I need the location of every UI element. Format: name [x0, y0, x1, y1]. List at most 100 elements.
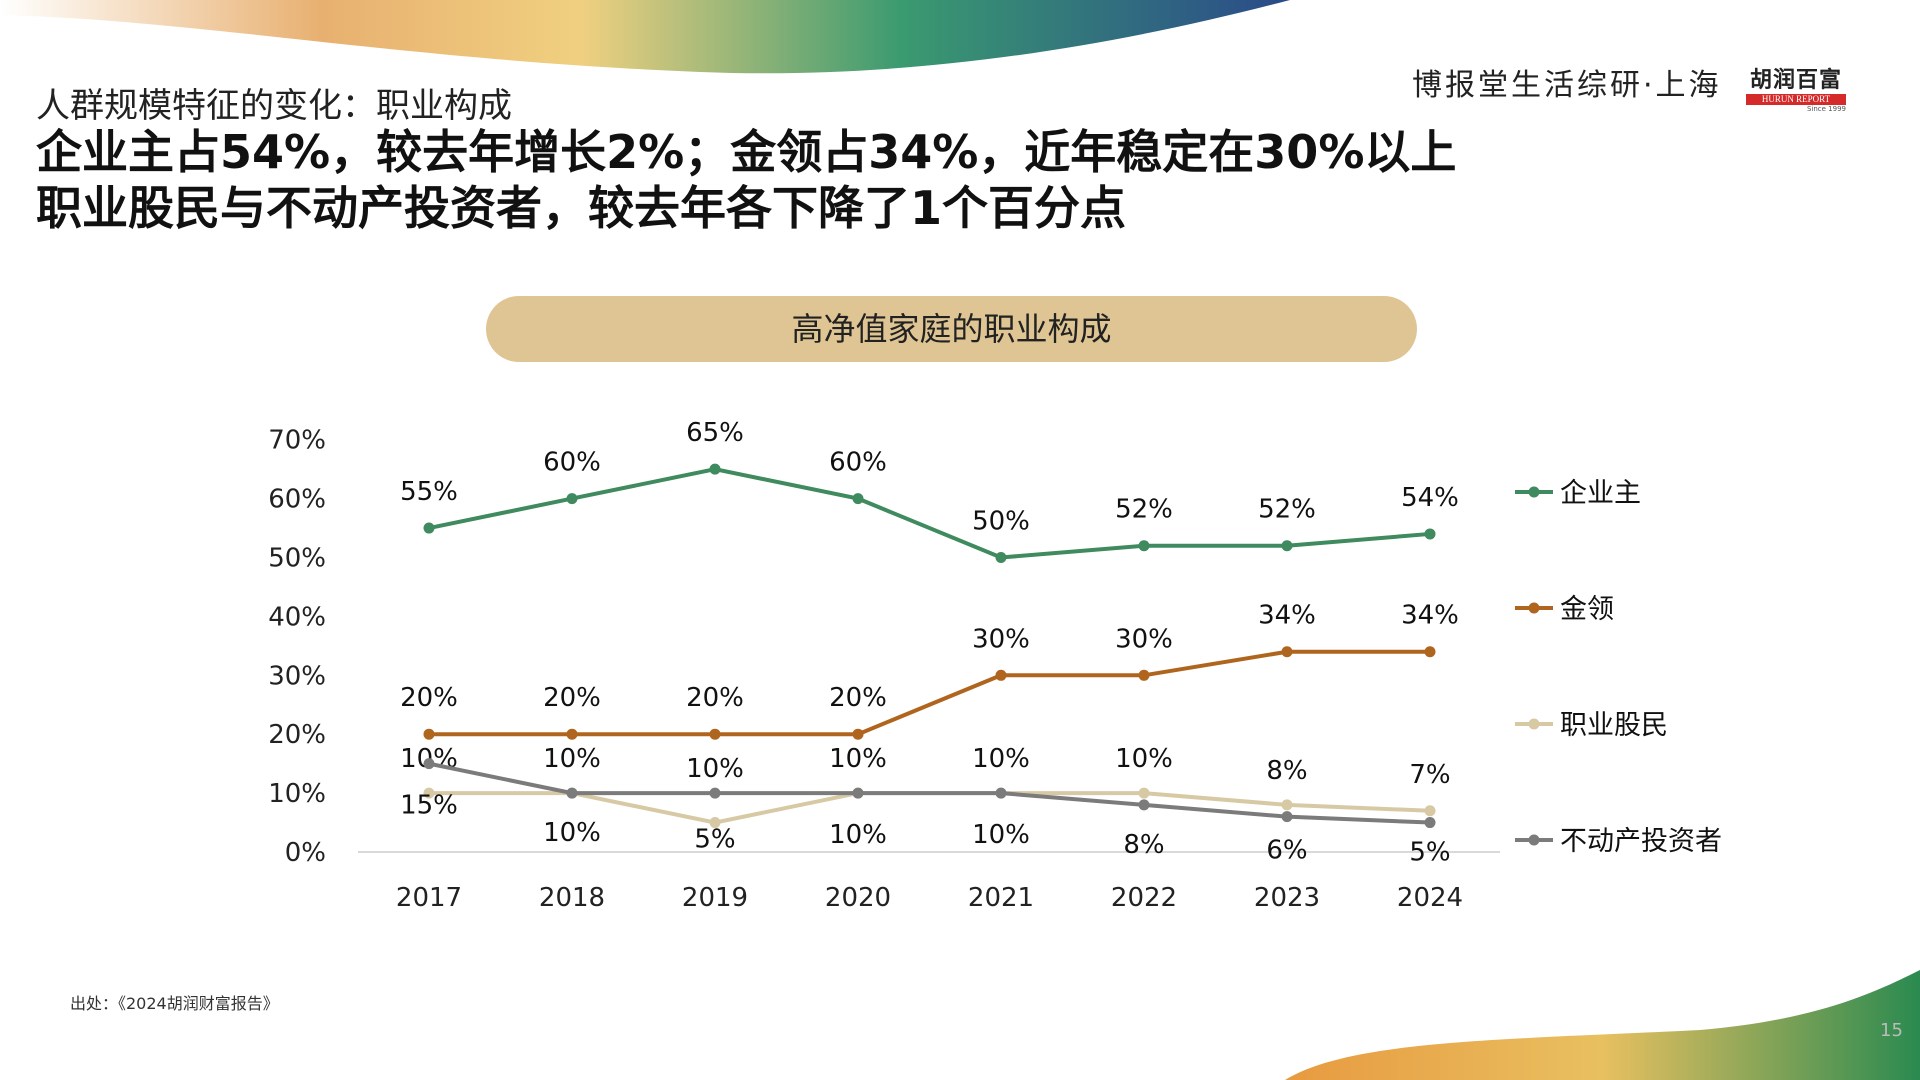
data-label: 30%: [1115, 624, 1173, 654]
data-label: 55%: [400, 477, 458, 507]
data-point: [995, 787, 1007, 799]
x-tick-label: 2017: [396, 883, 462, 913]
data-point: [852, 728, 864, 740]
data-point: [566, 728, 578, 740]
legend-label: 金领: [1560, 594, 1614, 625]
legend-label: 不动产投资者: [1560, 826, 1722, 857]
data-point: [1424, 817, 1436, 829]
logo-text: 胡润百富: [1749, 68, 1842, 93]
legend-label: 职业股民: [1560, 710, 1668, 741]
data-point: [1424, 805, 1436, 817]
y-tick-label: 10%: [268, 779, 326, 809]
data-label: 60%: [829, 448, 887, 478]
legend-marker: [1528, 718, 1540, 730]
data-label: 52%: [1115, 495, 1173, 525]
y-tick-label: 0%: [285, 838, 326, 868]
data-point: [423, 787, 435, 799]
headline-line-2: 职业股民与不动产投资者，较去年各下降了1个百分点: [36, 181, 1127, 235]
data-label: 20%: [829, 683, 887, 713]
brand-name: 博报堂生活综研·上海: [1412, 68, 1722, 103]
legend-marker: [1528, 486, 1540, 498]
data-point: [1138, 799, 1150, 811]
y-tick-label: 60%: [268, 485, 326, 515]
y-tick-label: 50%: [268, 544, 326, 574]
logo-sub: HURUN REPORT: [1746, 94, 1846, 105]
data-label: 10%: [829, 820, 887, 850]
slide-subtitle: 人群规模特征的变化：职业构成: [36, 86, 512, 126]
data-label: 34%: [1258, 601, 1316, 631]
y-tick-label: 40%: [268, 602, 326, 632]
headline-line-1: 企业主占54%，较去年增长2%；金领占34%，近年稳定在30%以上: [36, 125, 1457, 179]
data-label: 8%: [1266, 756, 1307, 786]
data-point: [423, 728, 435, 740]
data-label: 8%: [1123, 830, 1164, 860]
series-line-0: [428, 467, 1431, 560]
data-label: 7%: [1409, 760, 1450, 790]
data-point: [709, 728, 721, 740]
x-tick-label: 2020: [825, 883, 891, 913]
x-tick-label: 2023: [1254, 883, 1320, 913]
data-point: [1138, 787, 1150, 799]
data-label: 52%: [1258, 495, 1316, 525]
data-point: [1138, 669, 1150, 681]
data-point: [423, 758, 435, 770]
data-label: 20%: [400, 683, 458, 713]
data-point: [709, 817, 721, 829]
data-label: 6%: [1266, 836, 1307, 866]
data-label: 10%: [1115, 744, 1173, 774]
data-point: [566, 493, 578, 505]
data-point: [852, 787, 864, 799]
data-label: 5%: [1409, 838, 1450, 868]
data-label: 15%: [400, 791, 458, 821]
data-label: 50%: [972, 507, 1030, 537]
data-point: [995, 552, 1007, 563]
data-label: 20%: [543, 683, 601, 713]
x-tick-label: 2022: [1111, 883, 1177, 913]
data-point: [1281, 811, 1293, 823]
source-note: 出处：《2024胡润财富报告》: [70, 994, 279, 1013]
x-tick-label: 2024: [1397, 883, 1463, 913]
data-point: [1138, 540, 1150, 552]
data-label: 10%: [972, 744, 1030, 774]
legend-label: 企业主: [1560, 478, 1641, 509]
data-label: 30%: [972, 624, 1030, 654]
series-line-1: [429, 649, 1430, 737]
data-point: [995, 669, 1007, 681]
data-point: [1281, 646, 1293, 658]
chart-title: 高净值家庭的职业构成: [486, 296, 1417, 362]
x-tick-label: 2019: [682, 883, 748, 913]
data-label: 54%: [1401, 483, 1459, 513]
data-label: 65%: [686, 418, 744, 448]
page-number: 15: [1880, 1020, 1903, 1041]
data-point: [1424, 646, 1436, 658]
data-point: [852, 493, 864, 505]
y-tick-label: 70%: [268, 426, 326, 456]
data-label: 10%: [686, 754, 744, 784]
data-label: 20%: [686, 683, 744, 713]
data-point: [1281, 540, 1293, 552]
x-tick-label: 2021: [968, 883, 1034, 913]
y-tick-label: 20%: [268, 720, 326, 750]
logo-since: Since 1999: [1806, 105, 1846, 113]
data-label: 10%: [829, 744, 887, 774]
series-line-3: [428, 761, 1431, 825]
data-point: [423, 522, 435, 534]
data-label: 5%: [694, 825, 735, 855]
data-label: 60%: [543, 448, 601, 478]
data-label: 10%: [543, 744, 601, 774]
data-point: [1281, 799, 1293, 811]
headline: 企业主占54%，较去年增长2%；金领占34%，近年稳定在30%以上 职业股民与不…: [36, 124, 1456, 236]
legend-marker: [1528, 834, 1540, 846]
hurun-logo: 胡润百富 HURUN REPORT Since 1999: [1746, 62, 1846, 113]
data-label: 10%: [543, 818, 601, 848]
data-point: [1424, 528, 1436, 540]
data-point: [709, 463, 721, 475]
y-tick-label: 30%: [268, 661, 326, 691]
data-point: [566, 787, 578, 799]
data-label: 34%: [1401, 601, 1459, 631]
x-tick-label: 2018: [539, 883, 605, 913]
data-point: [709, 787, 721, 799]
data-label: 10%: [972, 820, 1030, 850]
